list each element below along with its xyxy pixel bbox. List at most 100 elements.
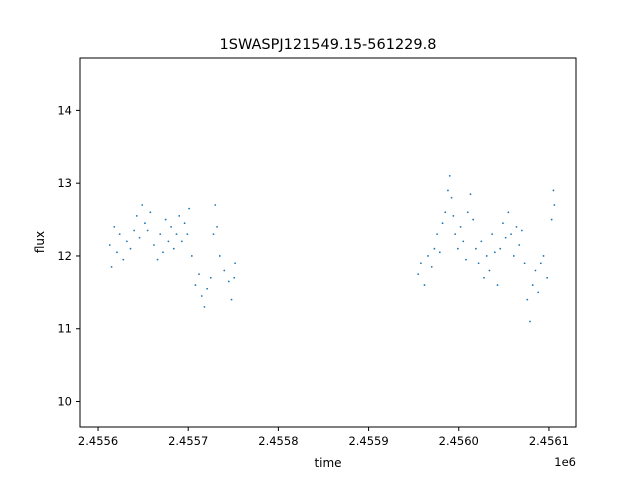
data-point — [430, 265, 433, 268]
data-point — [546, 276, 549, 279]
data-point — [485, 255, 488, 257]
data-point — [216, 225, 218, 228]
data-point — [209, 276, 212, 279]
data-point — [462, 240, 465, 243]
data-point — [537, 291, 540, 294]
data-point — [518, 244, 521, 246]
data-point — [190, 255, 193, 257]
y-tick-label: 12 — [57, 249, 72, 263]
data-point — [419, 262, 422, 265]
data-point — [531, 284, 534, 286]
data-point — [170, 225, 172, 228]
data-point — [436, 233, 439, 236]
data-point — [188, 207, 191, 210]
data-point — [108, 244, 111, 246]
data-point — [167, 240, 170, 243]
data-point — [441, 222, 444, 225]
data-point — [529, 320, 531, 323]
data-point — [483, 276, 485, 279]
data-point — [144, 222, 146, 225]
data-point — [472, 218, 475, 221]
data-point — [194, 284, 197, 286]
data-point — [212, 233, 215, 236]
data-point — [206, 287, 209, 290]
data-point — [427, 255, 429, 257]
y-tick-label: 10 — [57, 395, 72, 409]
data-point — [438, 251, 441, 254]
data-point — [164, 218, 167, 221]
data-point — [499, 247, 502, 250]
data-point — [550, 218, 553, 221]
data-point — [510, 233, 512, 236]
data-point — [433, 247, 436, 250]
data-point — [423, 284, 426, 286]
plot-frame — [79, 57, 577, 428]
data-point — [200, 295, 203, 297]
data-point — [539, 262, 542, 265]
data-point — [526, 298, 529, 301]
data-point — [198, 273, 200, 276]
data-points — [108, 175, 556, 323]
data-point — [465, 258, 467, 261]
data-point — [183, 222, 186, 225]
data-point — [552, 189, 555, 192]
data-point — [534, 269, 537, 272]
data-point — [125, 240, 128, 243]
data-point — [444, 211, 447, 214]
data-point — [459, 225, 462, 228]
data-point — [227, 280, 230, 283]
data-point — [496, 284, 499, 286]
data-point — [159, 233, 162, 236]
data-point — [448, 175, 451, 177]
data-point — [450, 196, 453, 199]
x-tick-label: 2.4556 — [78, 434, 118, 448]
data-point — [203, 306, 206, 308]
data-point — [110, 265, 113, 268]
data-point — [502, 222, 504, 225]
data-point — [230, 298, 233, 301]
data-point — [475, 247, 477, 250]
data-point — [141, 204, 144, 206]
data-point — [523, 262, 526, 265]
x-tick-label: 2.4561 — [529, 434, 569, 448]
data-point — [477, 262, 480, 265]
data-point — [149, 211, 152, 214]
data-point — [493, 251, 496, 254]
x-tick-label: 2.4558 — [258, 434, 298, 448]
chart-title: 1SWASPJ121549.15-561229.8 — [220, 37, 437, 53]
x-axis-label: time — [314, 456, 341, 470]
data-point — [178, 215, 181, 217]
data-point — [175, 233, 178, 236]
data-point — [417, 273, 420, 276]
data-point — [129, 247, 132, 250]
data-point — [135, 215, 138, 217]
data-point — [515, 225, 518, 228]
data-point — [469, 193, 472, 196]
data-point — [218, 255, 221, 257]
data-point — [116, 251, 118, 254]
data-point — [146, 229, 149, 232]
data-point — [118, 233, 121, 236]
data-point — [520, 229, 523, 232]
data-point — [553, 204, 556, 206]
data-point — [504, 236, 507, 239]
x-tick-label: 2.4557 — [168, 434, 208, 448]
data-point — [223, 269, 226, 272]
data-point — [113, 225, 116, 228]
data-point — [153, 244, 155, 246]
data-point — [512, 255, 515, 257]
y-axis-ticks: 10 11 12 13 14 — [57, 103, 80, 409]
data-point — [181, 240, 183, 243]
data-point — [456, 247, 459, 250]
data-point — [186, 233, 189, 236]
data-point — [172, 247, 175, 250]
data-point — [507, 211, 510, 214]
y-axis-label: flux — [33, 231, 47, 253]
data-point — [454, 233, 457, 236]
data-point — [491, 233, 494, 236]
data-point — [466, 211, 469, 214]
data-point — [447, 189, 449, 192]
data-point — [233, 276, 236, 279]
y-tick-label: 13 — [57, 176, 72, 190]
